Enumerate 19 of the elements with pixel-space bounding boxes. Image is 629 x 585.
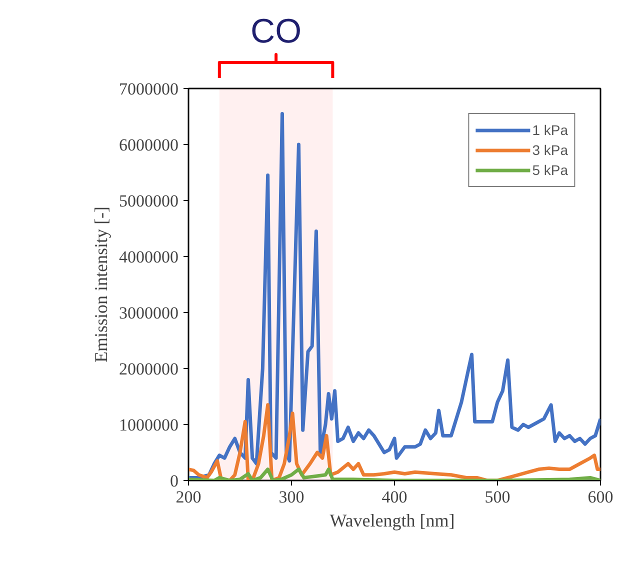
legend-label: 5 kPa [532,162,568,178]
y-axis-title: Emission intensity [-] [91,206,111,362]
x-tick-label: 300 [278,488,304,506]
legend-label: 1 kPa [532,122,568,138]
x-tick-label: 400 [382,488,408,506]
y-tick-label: 5000000 [119,192,178,210]
x-tick-label: 200 [176,488,202,506]
y-tick-label: 6000000 [119,136,178,154]
legend-label: 3 kPa [532,142,568,158]
x-tick-label: 600 [588,488,614,506]
y-tick-label: 7000000 [119,80,178,98]
x-axis-title: Wavelength [nm] [330,510,455,530]
y-tick-label: 2000000 [119,360,178,378]
y-tick-label: 1000000 [119,416,178,434]
y-tick-label: 0 [170,472,178,490]
x-tick-label: 500 [484,488,510,506]
y-tick-label: 4000000 [119,248,178,266]
band-label: CO [250,12,302,50]
y-tick-label: 3000000 [119,304,178,322]
